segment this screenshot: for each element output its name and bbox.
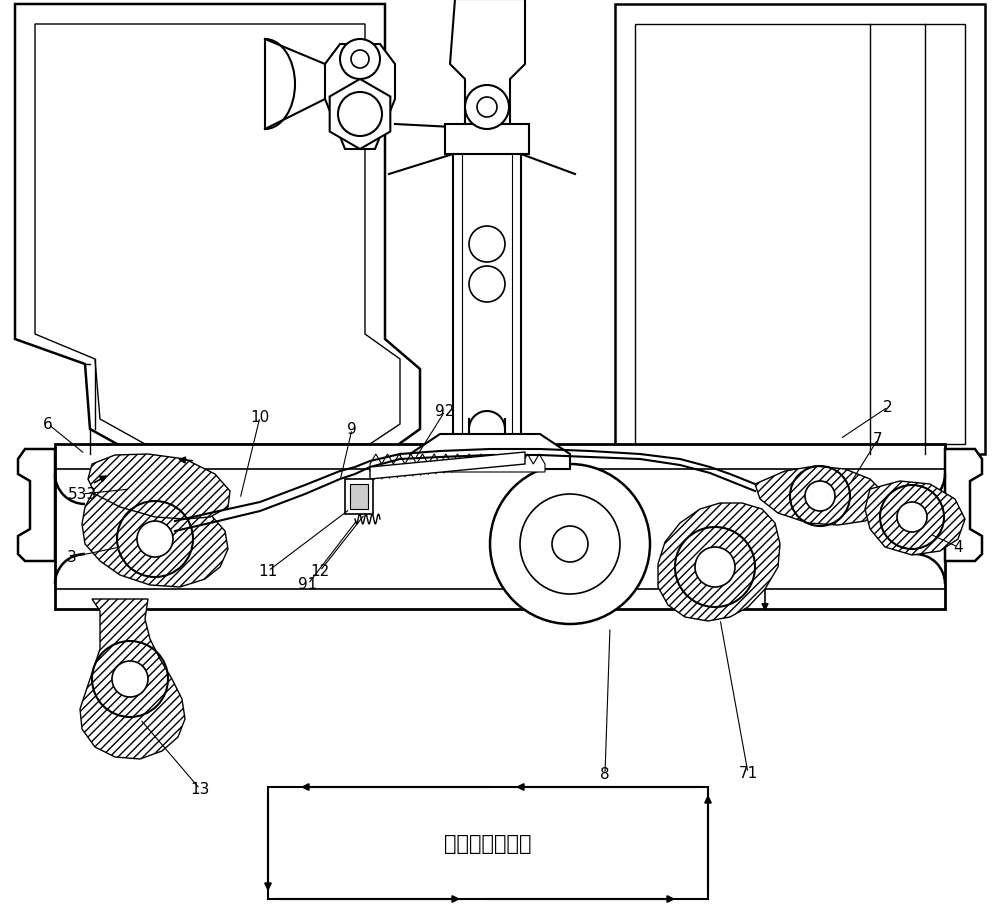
- Text: 533: 533: [67, 487, 97, 502]
- Bar: [55, 445, 945, 609]
- Circle shape: [112, 662, 148, 698]
- Circle shape: [338, 93, 382, 137]
- Polygon shape: [88, 455, 230, 519]
- Text: 8: 8: [600, 766, 610, 782]
- Bar: [453, 130, 521, 449]
- Polygon shape: [325, 45, 395, 150]
- Circle shape: [490, 464, 650, 624]
- Circle shape: [695, 548, 735, 587]
- Circle shape: [469, 227, 505, 263]
- Polygon shape: [865, 482, 965, 555]
- Text: 12: 12: [310, 564, 330, 579]
- Polygon shape: [80, 599, 185, 759]
- Circle shape: [897, 503, 927, 532]
- Text: 9: 9: [347, 422, 357, 437]
- Text: 2: 2: [883, 400, 893, 415]
- Text: 11: 11: [258, 564, 278, 579]
- Text: 6: 6: [43, 417, 53, 432]
- Polygon shape: [370, 452, 525, 480]
- Text: 71: 71: [738, 766, 758, 780]
- Circle shape: [805, 482, 835, 512]
- Polygon shape: [658, 504, 780, 621]
- Text: 91: 91: [298, 577, 318, 592]
- Bar: [345, 480, 373, 515]
- Text: 4: 4: [953, 539, 963, 555]
- Text: 92: 92: [435, 404, 455, 419]
- Polygon shape: [330, 80, 390, 150]
- Polygon shape: [370, 455, 545, 472]
- Circle shape: [477, 98, 497, 118]
- Polygon shape: [945, 449, 982, 562]
- Circle shape: [469, 267, 505, 302]
- Polygon shape: [18, 449, 55, 562]
- Text: 送布牙运动轨迹: 送布牙运动轨迹: [444, 834, 532, 853]
- Polygon shape: [82, 490, 228, 587]
- Polygon shape: [35, 25, 400, 445]
- Text: 10: 10: [250, 410, 270, 425]
- Polygon shape: [15, 5, 420, 455]
- Text: 3: 3: [67, 550, 77, 565]
- Circle shape: [520, 494, 620, 595]
- Circle shape: [351, 51, 369, 69]
- Bar: [350, 484, 368, 509]
- Circle shape: [340, 40, 380, 80]
- Text: 13: 13: [190, 782, 210, 797]
- Polygon shape: [615, 5, 985, 455]
- Text: 7: 7: [873, 432, 883, 447]
- Polygon shape: [635, 25, 965, 445]
- Circle shape: [137, 521, 173, 558]
- Bar: [462, 140, 512, 439]
- Circle shape: [552, 527, 588, 562]
- Polygon shape: [410, 435, 570, 470]
- Polygon shape: [450, 0, 525, 128]
- Circle shape: [465, 85, 509, 130]
- Bar: [268, 788, 708, 899]
- Bar: [445, 125, 529, 154]
- Polygon shape: [755, 467, 885, 526]
